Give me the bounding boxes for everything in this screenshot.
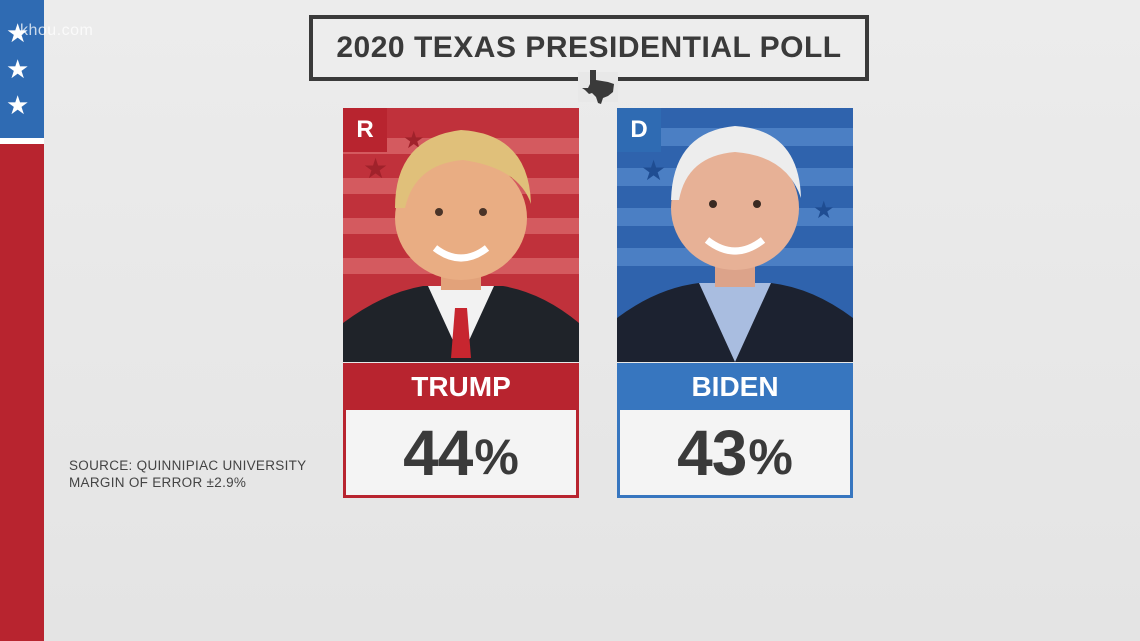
- svg-text:★: ★: [363, 153, 388, 184]
- percent-value-biden: 43: [677, 416, 747, 489]
- percent-sign: %: [474, 428, 519, 485]
- party-tag-r: R: [343, 108, 387, 152]
- flag-white-stripe: [0, 138, 44, 144]
- candidate-photo-trump: ★ ★ R: [343, 108, 579, 362]
- svg-text:★: ★: [813, 197, 835, 224]
- texas-icon: [578, 70, 618, 104]
- star-icon: ★: [6, 54, 30, 84]
- candidate-name-trump: TRUMP: [343, 363, 579, 410]
- margin-of-error-line: MARGIN OF ERROR ±2.9%: [69, 475, 247, 490]
- candidate-photo-biden: ★ ★ D: [617, 108, 853, 362]
- svg-text:★: ★: [641, 155, 666, 186]
- source-note: SOURCE: QUINNIPIAC UNIVERSITY MARGIN OF …: [69, 457, 306, 491]
- percent-value-trump: 44: [403, 416, 473, 489]
- flag-strip: ★ ★ ★ khou.com: [0, 0, 93, 641]
- star-icon: ★: [6, 18, 30, 48]
- watermark: khou.com: [20, 22, 94, 39]
- candidate-card-trump: ★ ★ R TRUMP 44%: [343, 108, 579, 498]
- star-icon: ★: [6, 90, 30, 120]
- page-title: 2020 TEXAS PRESIDENTIAL POLL: [336, 31, 842, 64]
- party-tag-d: D: [617, 108, 661, 152]
- percent-box-biden: 43%: [617, 410, 853, 498]
- source-line: SOURCE: QUINNIPIAC UNIVERSITY: [69, 458, 307, 473]
- candidate-name-biden: BIDEN: [617, 363, 853, 410]
- flag-blue-field: [0, 0, 44, 138]
- percent-sign: %: [748, 428, 793, 485]
- percent-box-trump: 44%: [343, 410, 579, 498]
- flag-red-stripe: [0, 144, 44, 641]
- candidate-card-biden: ★ ★ D BIDEN 43%: [617, 108, 853, 498]
